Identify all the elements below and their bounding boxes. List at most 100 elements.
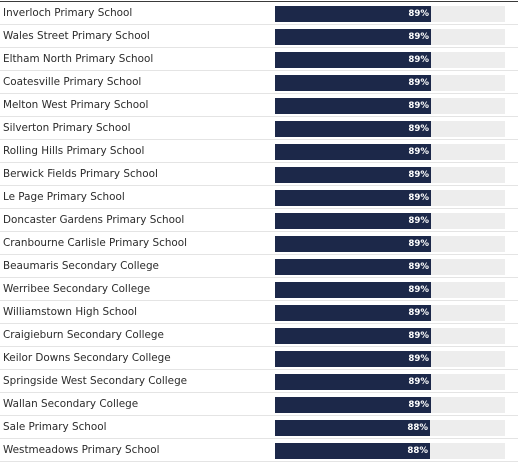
category-label: Wales Street Primary School — [3, 30, 150, 42]
bar-track: 89% — [275, 213, 505, 229]
category-label: Williamstown High School — [3, 306, 137, 318]
bar-track: 89% — [275, 351, 505, 367]
bar: 89% — [275, 397, 431, 413]
bar: 89% — [275, 213, 431, 229]
data-label: 89% — [408, 147, 429, 157]
data-label: 88% — [407, 446, 428, 456]
bar: 89% — [275, 351, 431, 367]
category-label: Melton West Primary School — [3, 99, 149, 111]
category-label: Sale Primary School — [3, 421, 107, 433]
data-label: 88% — [407, 423, 428, 433]
data-label: 89% — [408, 124, 429, 134]
bar: 89% — [275, 190, 431, 206]
category-label: Silverton Primary School — [3, 122, 131, 134]
table-row: Coatesville Primary School 89% — [0, 71, 518, 94]
bar: 88% — [275, 443, 430, 459]
category-label: Cranbourne Carlisle Primary School — [3, 237, 188, 249]
bar: 88% — [275, 420, 430, 436]
bar-track: 88% — [275, 443, 505, 459]
bar-track: 89% — [275, 259, 505, 275]
category-label: Berwick Fields Primary School — [3, 168, 158, 180]
data-label: 89% — [408, 216, 429, 226]
bar-track: 88% — [275, 420, 505, 436]
category-label: Werribee Secondary College — [3, 283, 151, 295]
bar-track: 89% — [275, 374, 505, 390]
category-label: Inverloch Primary School — [3, 7, 133, 19]
bar-track: 89% — [275, 328, 505, 344]
data-label: 89% — [408, 55, 429, 65]
bar-track: 89% — [275, 282, 505, 298]
data-label: 89% — [408, 262, 429, 272]
bar: 89% — [275, 305, 431, 321]
bar-track: 89% — [275, 98, 505, 114]
category-label: Westmeadows Primary School — [3, 444, 160, 456]
bar-track: 89% — [275, 6, 505, 22]
category-label: Rolling Hills Primary School — [3, 145, 145, 157]
data-label: 89% — [408, 170, 429, 180]
data-label: 89% — [408, 400, 429, 410]
bar: 89% — [275, 374, 431, 390]
bar: 89% — [275, 6, 431, 22]
bar: 89% — [275, 282, 431, 298]
table-row: Melton West Primary School 89% — [0, 94, 518, 117]
top-rule — [0, 1, 518, 2]
table-row: Wallan Secondary College 89% — [0, 393, 518, 416]
table-row: Rolling Hills Primary School 89% — [0, 140, 518, 163]
bar: 89% — [275, 236, 431, 252]
bar: 89% — [275, 98, 431, 114]
category-label: Coatesville Primary School — [3, 76, 142, 88]
bar-track: 89% — [275, 75, 505, 91]
data-label: 89% — [408, 239, 429, 249]
data-label: 89% — [408, 32, 429, 42]
data-label: 89% — [408, 331, 429, 341]
data-label: 89% — [408, 308, 429, 318]
bar: 89% — [275, 52, 431, 68]
bar-track: 89% — [275, 167, 505, 183]
data-label: 89% — [408, 377, 429, 387]
table-row: Williamstown High School 89% — [0, 301, 518, 324]
category-label: Le Page Primary School — [3, 191, 125, 203]
bar-track: 89% — [275, 190, 505, 206]
bar: 89% — [275, 167, 431, 183]
table-row: Silverton Primary School 89% — [0, 117, 518, 140]
category-label: Beaumaris Secondary College — [3, 260, 159, 272]
table-row: Wales Street Primary School 89% — [0, 25, 518, 48]
table-row: Beaumaris Secondary College 89% — [0, 255, 518, 278]
bar: 89% — [275, 29, 431, 45]
bar-track: 89% — [275, 121, 505, 137]
bar: 89% — [275, 144, 431, 160]
table-row: Werribee Secondary College 89% — [0, 278, 518, 301]
bar-track: 89% — [275, 52, 505, 68]
table-row: Sale Primary School 88% — [0, 416, 518, 439]
table-row: Cranbourne Carlisle Primary School 89% — [0, 232, 518, 255]
table-row: Le Page Primary School 89% — [0, 186, 518, 209]
data-label: 89% — [408, 285, 429, 295]
data-label: 89% — [408, 78, 429, 88]
bar: 89% — [275, 328, 431, 344]
bar-track: 89% — [275, 305, 505, 321]
bar: 89% — [275, 75, 431, 91]
table-row: Doncaster Gardens Primary School 89% — [0, 209, 518, 232]
bar-track: 89% — [275, 144, 505, 160]
bar-track: 89% — [275, 29, 505, 45]
data-label: 89% — [408, 9, 429, 19]
data-label: 89% — [408, 354, 429, 364]
category-label: Doncaster Gardens Primary School — [3, 214, 185, 226]
data-label: 89% — [408, 193, 429, 203]
bar-track: 89% — [275, 236, 505, 252]
category-label: Eltham North Primary School — [3, 53, 154, 65]
bar-track: 89% — [275, 397, 505, 413]
data-label: 89% — [408, 101, 429, 111]
table-row: Inverloch Primary School 89% — [0, 2, 518, 25]
table-row: Keilor Downs Secondary College 89% — [0, 347, 518, 370]
table-row: Craigieburn Secondary College 89% — [0, 324, 518, 347]
table-row: Berwick Fields Primary School 89% — [0, 163, 518, 186]
category-label: Springside West Secondary College — [3, 375, 188, 387]
table-row: Westmeadows Primary School 88% — [0, 439, 518, 462]
category-label: Craigieburn Secondary College — [3, 329, 164, 341]
category-label: Wallan Secondary College — [3, 398, 139, 410]
bar: 89% — [275, 121, 431, 137]
category-label: Keilor Downs Secondary College — [3, 352, 171, 364]
table-row: Springside West Secondary College 89% — [0, 370, 518, 393]
